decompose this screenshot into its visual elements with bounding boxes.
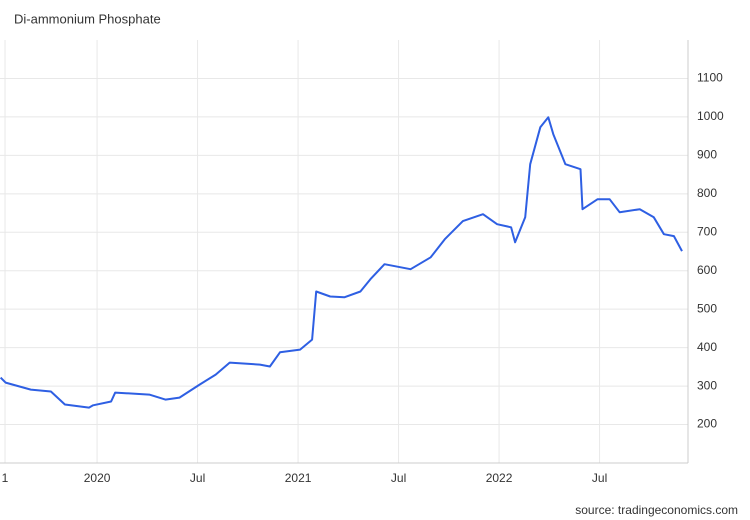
x-tick-label: 2021 <box>285 471 312 485</box>
x-tick-label: Jul <box>391 471 406 485</box>
y-tick-label: 1100 <box>697 71 723 85</box>
x-tick-label: Jul <box>592 471 607 485</box>
x-tick-label: 1 <box>2 471 9 485</box>
y-tick-label: 1000 <box>697 109 724 123</box>
x-tick-label: Jul <box>190 471 205 485</box>
y-tick-label: 500 <box>697 301 717 315</box>
chart-title: Di-ammonium Phosphate <box>14 11 161 26</box>
y-tick-label: 700 <box>697 224 717 238</box>
y-tick-label: 300 <box>697 378 717 392</box>
source: source: tradingeconomics.com <box>575 503 738 517</box>
y-tick-label: 800 <box>697 186 717 200</box>
x-tick-label: 2020 <box>84 471 111 485</box>
x-tick-label: 2022 <box>486 471 513 485</box>
series-line <box>0 116 683 409</box>
y-tick-label: 400 <box>697 340 717 354</box>
y-tick-label: 200 <box>697 417 717 431</box>
y-tick-label: 600 <box>697 263 717 277</box>
y-tick-label: 900 <box>697 148 717 162</box>
